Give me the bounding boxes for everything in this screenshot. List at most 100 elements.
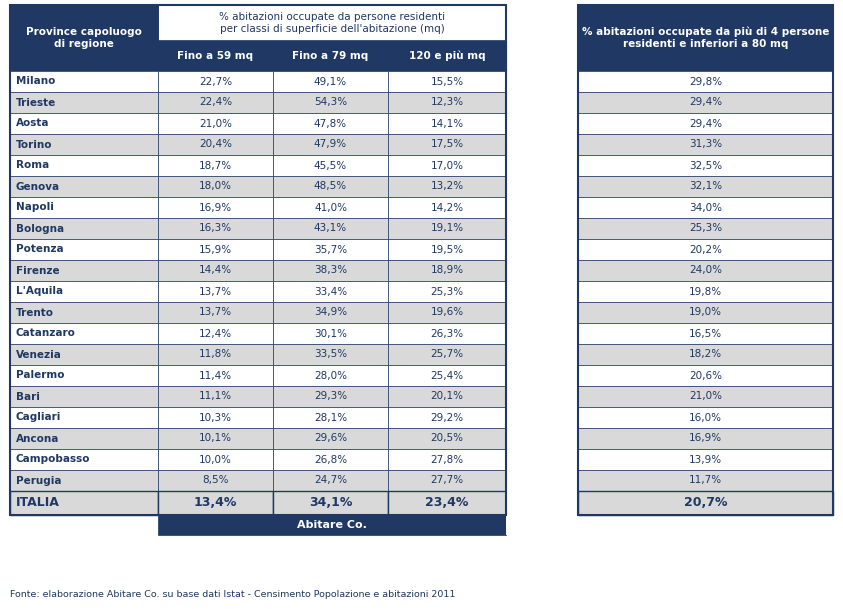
Bar: [10, 470, 158, 491]
Text: 10,3%: 10,3%: [199, 412, 232, 423]
Text: Torino: Torino: [16, 139, 52, 149]
Bar: [10, 407, 158, 428]
Bar: [506, 470, 578, 491]
Text: 20,5%: 20,5%: [431, 434, 464, 443]
Text: % abitazioni occupate da persone residenti
per classi di superficie dell'abitazi: % abitazioni occupate da persone residen…: [219, 12, 445, 34]
Bar: [158, 92, 273, 113]
Text: 8,5%: 8,5%: [202, 476, 228, 485]
Text: 26,8%: 26,8%: [314, 454, 347, 465]
Text: 22,4%: 22,4%: [199, 97, 232, 108]
Text: Palermo: Palermo: [16, 370, 65, 381]
Bar: [388, 239, 506, 260]
Bar: [10, 5, 506, 515]
Bar: [158, 365, 273, 386]
Bar: [273, 113, 388, 134]
Bar: [506, 218, 578, 239]
Bar: [10, 281, 158, 302]
Text: 47,9%: 47,9%: [314, 139, 347, 149]
Bar: [273, 365, 388, 386]
Text: Bologna: Bologna: [16, 224, 64, 233]
Text: 21,0%: 21,0%: [199, 119, 232, 128]
Bar: [10, 176, 158, 197]
Bar: [578, 470, 833, 491]
Bar: [273, 176, 388, 197]
Bar: [506, 71, 578, 92]
Text: 16,0%: 16,0%: [689, 412, 722, 423]
Bar: [273, 428, 388, 449]
Text: 34,1%: 34,1%: [309, 496, 352, 510]
Text: 34,0%: 34,0%: [689, 203, 722, 213]
Bar: [578, 449, 833, 470]
Bar: [578, 92, 833, 113]
Bar: [388, 428, 506, 449]
Bar: [578, 218, 833, 239]
Bar: [10, 302, 158, 323]
Bar: [158, 491, 273, 515]
Bar: [388, 218, 506, 239]
Bar: [10, 239, 158, 260]
Text: % abitazioni occupate da più di 4 persone
residenti e inferiori a 80 mq: % abitazioni occupate da più di 4 person…: [582, 27, 830, 49]
Bar: [158, 344, 273, 365]
Text: 33,4%: 33,4%: [314, 286, 347, 297]
Text: Trento: Trento: [16, 308, 54, 317]
Bar: [158, 470, 273, 491]
Text: 27,8%: 27,8%: [431, 454, 464, 465]
Bar: [578, 197, 833, 218]
Text: 35,7%: 35,7%: [314, 244, 347, 255]
Text: Roma: Roma: [16, 161, 49, 171]
Text: Abitare Co.: Abitare Co.: [297, 520, 367, 530]
Text: 13,2%: 13,2%: [431, 181, 464, 191]
Bar: [506, 176, 578, 197]
Text: 14,2%: 14,2%: [431, 203, 464, 213]
Bar: [388, 92, 506, 113]
Text: 19,8%: 19,8%: [689, 286, 722, 297]
Bar: [10, 92, 158, 113]
Text: 12,4%: 12,4%: [199, 328, 232, 339]
Text: 12,3%: 12,3%: [431, 97, 464, 108]
Text: 10,0%: 10,0%: [199, 454, 232, 465]
Bar: [158, 197, 273, 218]
Bar: [158, 302, 273, 323]
Bar: [388, 344, 506, 365]
Text: Trieste: Trieste: [16, 97, 56, 108]
Text: 15,9%: 15,9%: [199, 244, 232, 255]
Bar: [273, 470, 388, 491]
Bar: [388, 197, 506, 218]
Bar: [578, 71, 833, 92]
Bar: [388, 449, 506, 470]
Text: 29,2%: 29,2%: [431, 412, 464, 423]
Bar: [388, 281, 506, 302]
Bar: [578, 281, 833, 302]
Text: 24,7%: 24,7%: [314, 476, 347, 485]
Text: 11,8%: 11,8%: [199, 350, 232, 359]
Text: 29,4%: 29,4%: [689, 119, 722, 128]
Bar: [10, 155, 158, 176]
Text: 120 e più mq: 120 e più mq: [409, 51, 486, 62]
Bar: [506, 197, 578, 218]
Bar: [10, 365, 158, 386]
Bar: [578, 302, 833, 323]
Text: 13,4%: 13,4%: [194, 496, 237, 510]
Bar: [158, 5, 506, 41]
Bar: [506, 302, 578, 323]
Text: 28,0%: 28,0%: [314, 370, 347, 381]
Bar: [273, 323, 388, 344]
Text: Campobasso: Campobasso: [16, 454, 90, 465]
Bar: [506, 323, 578, 344]
Text: 17,5%: 17,5%: [431, 139, 464, 149]
Bar: [506, 515, 578, 535]
Text: Province capoluogo
di regione: Province capoluogo di regione: [26, 27, 142, 49]
Text: 45,5%: 45,5%: [314, 161, 347, 171]
Text: Bari: Bari: [16, 392, 40, 401]
Bar: [10, 428, 158, 449]
Text: 20,6%: 20,6%: [689, 370, 722, 381]
Bar: [273, 491, 388, 515]
Bar: [506, 239, 578, 260]
Text: 32,1%: 32,1%: [689, 181, 722, 191]
Bar: [10, 71, 158, 92]
Bar: [158, 41, 273, 71]
Bar: [578, 386, 833, 407]
Bar: [158, 155, 273, 176]
Bar: [273, 197, 388, 218]
Text: Ancona: Ancona: [16, 434, 59, 443]
